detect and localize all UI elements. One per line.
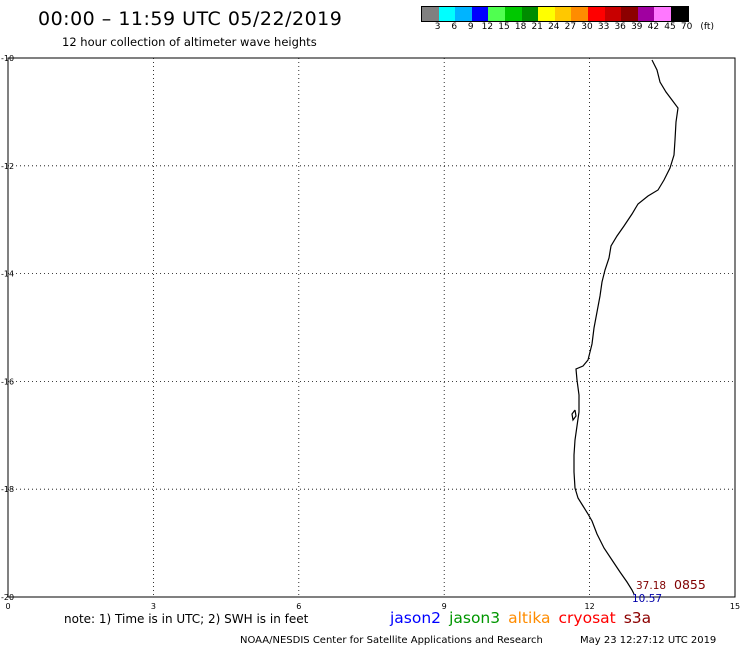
colorbar-label: 12 [481, 22, 494, 32]
colorbar-label: 30 [581, 22, 593, 32]
colorbar-swatch [571, 7, 588, 21]
colorbar-label: 36 [614, 22, 626, 32]
colorbar-label: 24 [548, 22, 560, 32]
lat-tick-label: -16 [1, 377, 14, 386]
satellite-label-s3a: s3a [623, 609, 652, 627]
satellite-label-altika: altika [508, 609, 551, 627]
satellite-label-cryosat: cryosat [558, 609, 616, 627]
colorbar-swatch [554, 7, 572, 21]
lon-tick-label: 6 [296, 602, 301, 611]
colorbar-swatch [670, 7, 688, 21]
lat-tick-label: -10 [1, 54, 14, 63]
satellite-label-jason3: jason3 [449, 609, 501, 627]
lon-tick-label: 9 [442, 602, 447, 611]
colorbar-label: 45 [664, 22, 676, 32]
colorbar-swatch [604, 7, 622, 21]
annotation-lon-value: 10.57 [632, 593, 662, 605]
colorbar-label: 39 [631, 22, 643, 32]
satellite-legend: jason2 jason3 altika cryosat s3a [390, 609, 659, 627]
colorbar-label: 6 [451, 22, 458, 32]
colorbar-label: 9 [467, 22, 474, 32]
colorbar-swatch [504, 7, 522, 21]
lon-tick-label: 3 [151, 602, 156, 611]
colorbar-swatch [654, 7, 671, 21]
wave-height-colorbar [421, 6, 689, 22]
lon-tick-label: 0 [5, 602, 10, 611]
colorbar-label: (ft) [700, 22, 714, 32]
colorbar-label: 15 [498, 22, 510, 32]
colorbar-swatch [621, 7, 638, 21]
colorbar-swatch [438, 7, 456, 21]
colorbar-label: 21 [531, 22, 543, 32]
annotation-time-value: 0855 [674, 577, 706, 592]
footer-timestamp: May 23 12:27:12 UTC 2019 [580, 635, 717, 646]
satellite-label-jason2: jason2 [390, 609, 442, 627]
lat-tick-label: -18 [1, 485, 14, 494]
colorbar-swatch [422, 7, 439, 21]
colorbar-labels: 3 6 9 12 15 18 21 24 27 30 33 36 39 42 45 70 (ft) [421, 22, 740, 34]
colorbar-label: 3 [434, 22, 441, 32]
colorbar-label: 18 [514, 22, 527, 32]
note-text: note: 1) Time is in UTC; 2) SWH is in fe… [64, 612, 309, 626]
colorbar-label: 70 [680, 22, 693, 32]
colorbar-swatch [587, 7, 605, 21]
colorbar-swatch [471, 7, 489, 21]
colorbar-swatch [455, 7, 472, 21]
coastline [571, 59, 679, 595]
axis-ticks: 0 3 6 9 12 15 -10 -12 -14 -16 -18 -20 [1, 54, 740, 611]
lon-tick-label: 15 [730, 602, 740, 611]
lat-tick-label: -14 [1, 270, 14, 279]
colorbar-label: 42 [647, 22, 660, 32]
map-title: 00:00 – 11:59 UTC 05/22/2019 [38, 8, 343, 30]
colorbar-swatch [488, 7, 505, 21]
annotation-lat-value: 37.18 [636, 580, 666, 592]
colorbar-swatch [521, 7, 539, 21]
map-frame [7, 57, 736, 598]
map-grid [8, 58, 735, 597]
footer-credit: NOAA/NESDIS Center for Satellite Applica… [240, 635, 543, 646]
colorbar-label: 33 [597, 22, 610, 32]
lat-tick-label: -12 [1, 162, 14, 171]
lon-tick-label: 12 [585, 602, 595, 611]
colorbar-swatch [538, 7, 555, 21]
lat-tick-label: -20 [1, 593, 14, 602]
colorbar-label: 27 [564, 22, 577, 32]
colorbar-swatch [637, 7, 655, 21]
map-subtitle: 12 hour collection of altimeter wave hei… [62, 35, 317, 49]
